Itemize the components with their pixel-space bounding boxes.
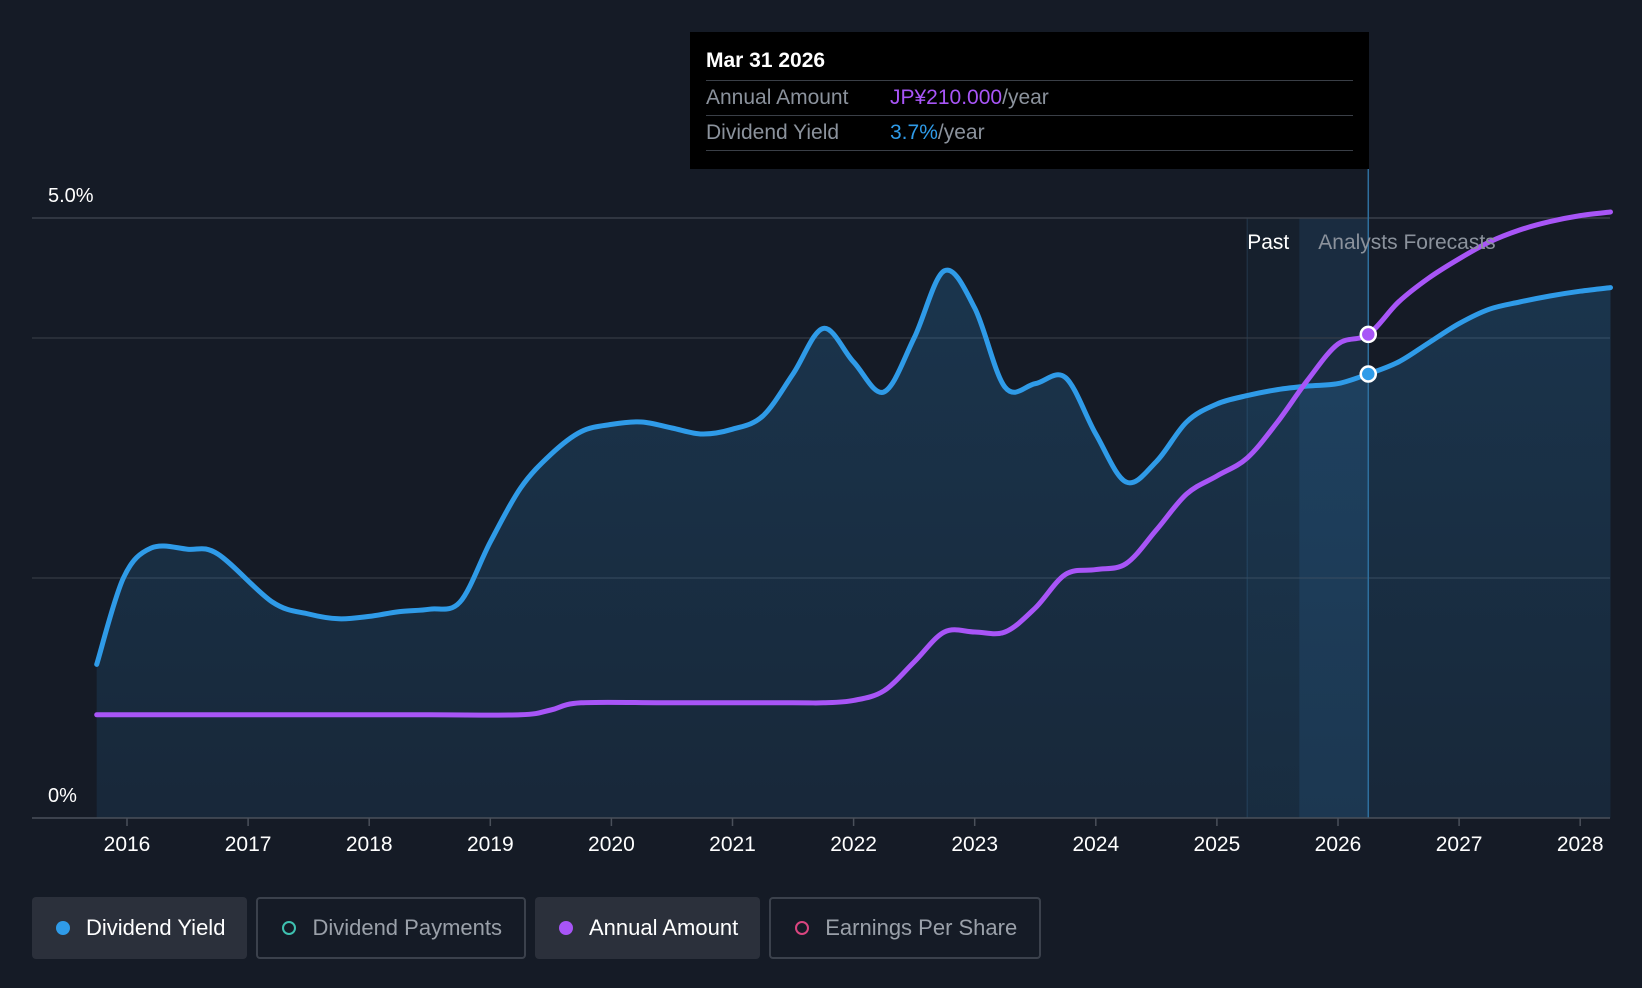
annual-amount-marker	[1359, 325, 1378, 344]
tooltip-date: Mar 31 2026	[706, 46, 1353, 81]
tooltip-yield-value: 3.7%	[890, 121, 938, 144]
x-tick-label: 2016	[104, 833, 151, 856]
earnings-per-share-ring-icon	[795, 921, 810, 935]
y-tick-label: 0%	[48, 785, 77, 807]
tooltip-annual-label: Annual Amount	[706, 86, 849, 109]
x-tick-label: 2026	[1315, 833, 1362, 856]
x-tick-label: 2027	[1436, 833, 1483, 856]
tooltip-annual-value: JP¥210.000	[890, 86, 1003, 109]
x-tick-label: 2018	[346, 833, 393, 856]
x-tick-label: 2023	[951, 833, 998, 856]
x-tick-label: 2019	[467, 833, 514, 856]
dividend-payments-ring-icon	[282, 921, 297, 935]
tooltip-yield-label: Dividend Yield	[706, 121, 840, 144]
x-tick-label: 2025	[1194, 833, 1241, 856]
x-tick-label: 2028	[1557, 833, 1604, 856]
forecast-label: Analysts Forecasts	[1318, 231, 1495, 254]
legend-earnings-per-share-label: Earnings Per Share	[825, 915, 1018, 940]
legend-dividend-yield-button[interactable]: Dividend Yield	[32, 897, 248, 959]
annual-amount-line	[94, 209, 1613, 718]
dividend-yield-area	[96, 270, 1611, 818]
x-tick-label: 2020	[588, 833, 635, 856]
x-tick-label: 2017	[225, 833, 272, 856]
legend-dividend-payments-button[interactable]: Dividend Payments	[256, 897, 526, 959]
legend-dividend-payments-label: Dividend Payments	[312, 915, 502, 940]
y-tick-label: 5.0%	[48, 185, 94, 207]
x-tick-label: 2021	[709, 833, 756, 856]
legend-annual-amount-button[interactable]: Annual Amount	[534, 897, 761, 959]
x-tick-label: 2024	[1072, 833, 1119, 856]
past-label: Past	[1247, 231, 1289, 254]
legend-annual-amount-label: Annual Amount	[588, 915, 739, 940]
dividend-yield-dot-icon	[56, 921, 70, 935]
tooltip-annual-row: Annual Amount JP¥210.000 /year	[706, 81, 1353, 116]
dividend-yield-marker	[1359, 365, 1378, 383]
legend-dividend-yield-label: Dividend Yield	[86, 915, 226, 940]
tooltip-annual-suffix: /year	[1002, 86, 1049, 109]
x-tick-label: 2022	[830, 833, 877, 856]
chart-tooltip: Mar 31 2026 Annual Amount JP¥210.000 /ye…	[690, 32, 1369, 169]
tooltip-yield-suffix: /year	[937, 121, 985, 144]
annual-amount-dot-icon	[558, 921, 573, 935]
tooltip-yield-row: Dividend Yield 3.7% /year	[706, 116, 1353, 151]
chart-legend: Dividend Yield Dividend Payments Annual …	[32, 897, 1042, 959]
legend-earnings-per-share-button[interactable]: Earnings Per Share	[769, 897, 1042, 959]
